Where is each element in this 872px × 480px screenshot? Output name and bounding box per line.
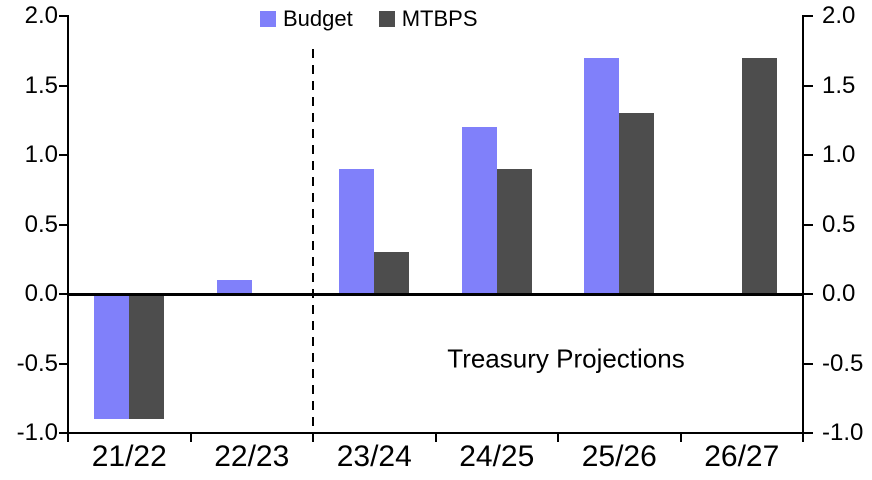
y-tick-right [804, 84, 813, 87]
x-boundary-tick [802, 433, 804, 442]
budget-legend-swatch [260, 11, 276, 27]
y-tick-right [804, 432, 813, 434]
y-tick-label-right: 0.5 [822, 210, 856, 238]
y-tick-left [59, 293, 68, 295]
y-tick-label-right: 0.0 [822, 280, 856, 307]
y-tick-label-left: 0.0 [24, 280, 58, 307]
x-boundary-tick [679, 433, 682, 442]
annotation-treasury-projections: Treasury Projections [447, 343, 685, 374]
x-boundary-tick [189, 433, 192, 442]
x-axis-label-25-26: 25/26 [581, 440, 657, 473]
x-boundary-tick [434, 433, 437, 442]
y-tick-label-right: 1.5 [822, 71, 856, 99]
legend-item-mtbps: MTBPS [378, 6, 478, 32]
mtbps-legend-label: MTBPS [401, 6, 478, 31]
y-tick-left [59, 15, 68, 17]
y-tick-label-left: 2.0 [24, 2, 58, 29]
y-tick-right [804, 154, 813, 156]
x-axis-label-21-22: 21/22 [91, 440, 167, 473]
bar-budget-24-25 [461, 127, 497, 294]
bar-mtbps-24-25 [496, 168, 532, 294]
y-tick-left [59, 154, 68, 156]
y-tick-label-left: -1.0 [16, 419, 58, 446]
bar-mtbps-23-24 [374, 252, 410, 294]
y-tick-left [59, 84, 68, 87]
y-tick-left [59, 432, 68, 434]
x-axis-label-22-23: 22/23 [214, 440, 290, 473]
y-tick-label-right: 2.0 [822, 2, 856, 29]
y-tick-label-left: -0.5 [16, 349, 58, 377]
y-tick-label-left: 0.5 [24, 210, 58, 238]
x-axis-label-23-24: 23/24 [336, 440, 412, 473]
legend-item-budget: Budget [260, 6, 353, 32]
y-tick-right [804, 293, 813, 295]
y-tick-right [804, 223, 813, 226]
bar-mtbps-26-27 [741, 57, 777, 294]
bar-budget-22-23 [216, 280, 252, 294]
bar-budget-21-22 [94, 294, 130, 420]
y-tick-left [59, 223, 68, 226]
mtbps-legend-swatch [378, 11, 395, 27]
bar-budget-23-24 [339, 168, 375, 294]
bar-mtbps-25-26 [619, 113, 655, 294]
x-boundary-tick [312, 433, 314, 442]
x-axis-label-26-27: 26/27 [704, 440, 780, 473]
bar-mtbps-21-22 [129, 294, 165, 420]
x-boundary-tick [67, 433, 69, 442]
right-y-axis-line [802, 15, 804, 435]
y-tick-label-left: 1.5 [24, 71, 58, 99]
projection-separator-line [312, 49, 314, 433]
x-axis-label-24-25: 24/25 [459, 440, 535, 473]
y-tick-label-right: -0.5 [822, 349, 864, 377]
y-tick-right [804, 15, 813, 17]
y-tick-label-left: 1.0 [24, 141, 58, 168]
y-tick-label-right: -1.0 [822, 419, 864, 446]
y-tick-label-right: 1.0 [822, 141, 856, 168]
zero-line [67, 293, 804, 296]
bar-budget-25-26 [584, 57, 620, 294]
legend: Budget MTBPS [260, 6, 478, 32]
x-boundary-tick [557, 433, 559, 442]
y-tick-left [59, 362, 68, 365]
y-tick-right [804, 362, 813, 365]
budget-legend-label: Budget [283, 6, 353, 31]
left-y-axis-line [67, 15, 69, 435]
